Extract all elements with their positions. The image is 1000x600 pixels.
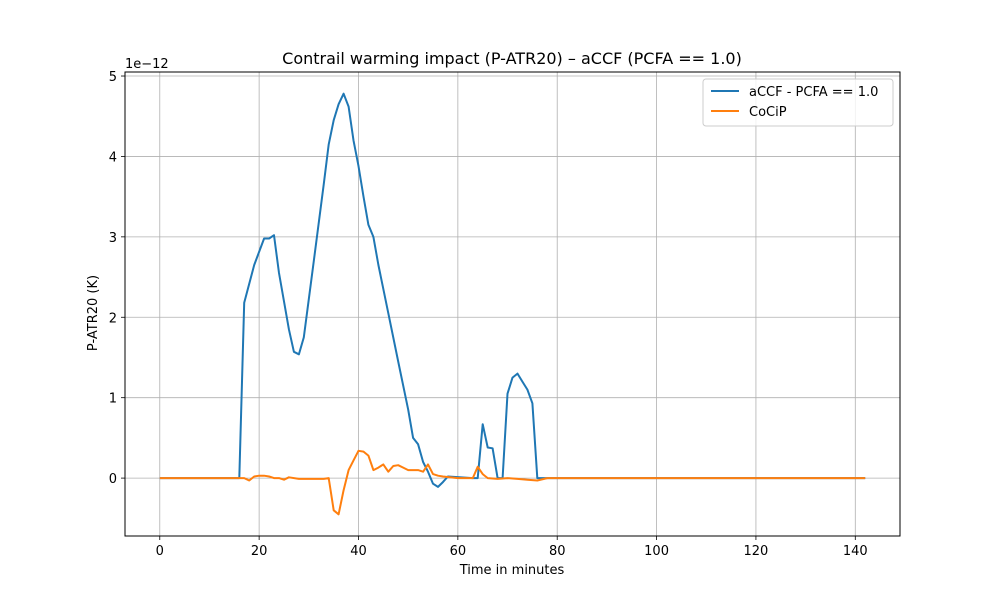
series-line-1 <box>159 449 866 516</box>
series-line-0 <box>159 92 866 488</box>
legend-frame <box>702 78 894 127</box>
y-scale-offset-label: 1e−12 <box>125 57 169 72</box>
legend: aCCF - PCFA == 1.0 CoCiP <box>702 78 894 127</box>
grid <box>125 72 900 536</box>
y-tick-label: 3 <box>109 231 117 246</box>
series-layer <box>159 92 866 516</box>
x-tick-label: 120 <box>744 544 769 559</box>
x-tick-label: 20 <box>251 544 268 559</box>
x-tick-label: 100 <box>644 544 669 559</box>
y-tick-label: 4 <box>109 150 117 165</box>
plot-frame <box>124 71 901 537</box>
y-tick-label: 0 <box>109 472 117 487</box>
y-tick-label: 2 <box>109 311 117 326</box>
x-tick-label: 80 <box>549 544 566 559</box>
y-tick-label: 1 <box>109 392 117 407</box>
legend-label-series-0: aCCF - PCFA == 1.0 <box>749 85 878 100</box>
x-tick-label: 40 <box>350 544 367 559</box>
x-tick-label: 140 <box>843 544 868 559</box>
x-tick-label: 60 <box>450 544 467 559</box>
y-axis-label: P-ATR20 (K) <box>86 275 101 351</box>
axis-ticks: 0 20 40 60 80 100 120 140 0 1 2 3 4 5 <box>109 70 868 559</box>
y-tick-label: 5 <box>109 70 117 85</box>
legend-label-series-1: CoCiP <box>749 105 787 120</box>
chart-title: Contrail warming impact (P-ATR20) – aCCF… <box>282 49 742 68</box>
x-axis-label: Time in minutes <box>459 563 565 578</box>
x-tick-label: 0 <box>156 544 164 559</box>
